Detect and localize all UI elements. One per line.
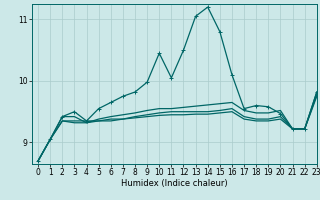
X-axis label: Humidex (Indice chaleur): Humidex (Indice chaleur) xyxy=(121,179,228,188)
